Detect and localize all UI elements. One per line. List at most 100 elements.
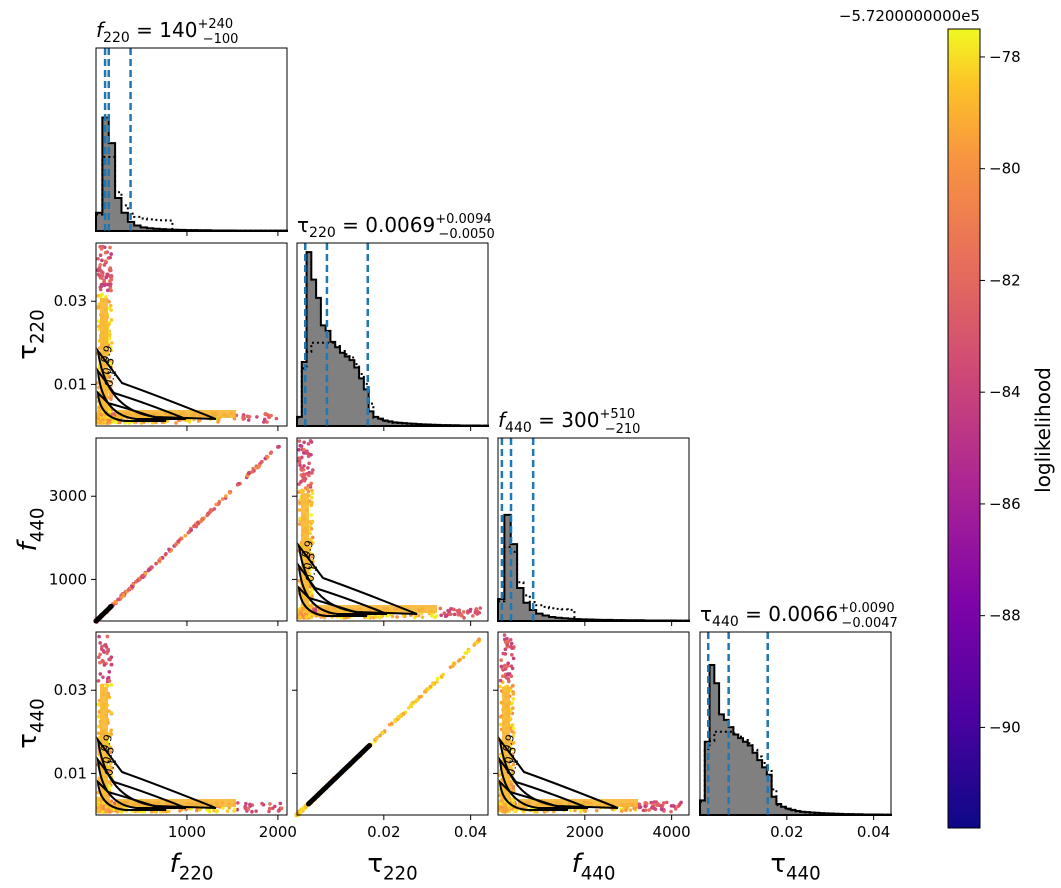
- scatter-point: [267, 809, 271, 814]
- scatter-point: [109, 361, 114, 365]
- scatter-point: [305, 449, 309, 454]
- contour-label: 0.5: [301, 551, 318, 571]
- scatter-point: [97, 724, 101, 729]
- scatter-point: [108, 391, 113, 396]
- scatter-point: [507, 679, 511, 684]
- scatter-point: [499, 664, 504, 669]
- scatter-point: [503, 652, 508, 656]
- contour-label: 0.9: [98, 733, 115, 753]
- scatter-point: [508, 637, 513, 642]
- scatter-point: [462, 616, 466, 620]
- scatter-point: [304, 615, 309, 619]
- scatter-point: [189, 528, 193, 532]
- scatter-point: [251, 466, 255, 471]
- scatter-panel-f220-vs-f440: [93, 444, 281, 624]
- contour-2: [297, 542, 418, 615]
- scatter-point: [438, 606, 443, 611]
- scatter-point: [236, 801, 240, 805]
- scatter-point: [669, 809, 673, 814]
- x-axis-label-tau220: τ220: [367, 849, 417, 884]
- scatter-point: [643, 801, 648, 805]
- scatter-point: [417, 695, 422, 699]
- panel-frame: [497, 437, 690, 622]
- scatter-point: [456, 610, 461, 614]
- scatter-point: [511, 762, 516, 767]
- scatter-point: [374, 737, 379, 741]
- scatter-point: [103, 250, 108, 255]
- scatter-point: [266, 413, 270, 417]
- scatter-point: [194, 808, 199, 813]
- scatter-point: [406, 706, 411, 710]
- scatter-point: [103, 643, 108, 647]
- scatter-point: [302, 440, 306, 445]
- scatter-point: [677, 803, 682, 807]
- scatter-point: [511, 801, 516, 805]
- panel-frame: [95, 242, 288, 427]
- scatter-point: [187, 420, 192, 424]
- scatter-point: [414, 614, 418, 618]
- scatter-point: [302, 464, 306, 468]
- scatter-point: [503, 640, 508, 644]
- scatter-point: [628, 808, 633, 812]
- panel-frame: [497, 631, 690, 816]
- title-tau220: τ220 = 0.0069+0.0094 −0.0050: [297, 212, 495, 242]
- scatter-point: [661, 801, 666, 805]
- contour-label: 0.1: [102, 757, 119, 777]
- scatter-point: [401, 712, 406, 716]
- scatter-point: [441, 672, 445, 677]
- scatter-point: [459, 613, 464, 618]
- scatter-point: [108, 255, 112, 260]
- scatter-point: [594, 808, 599, 813]
- scatter-point: [380, 730, 385, 735]
- panel-frame: [95, 631, 288, 816]
- scatter-point: [510, 653, 514, 657]
- scatter-point: [192, 523, 197, 528]
- histogram-tau220: [296, 251, 489, 427]
- x-tick-label: 0.04: [454, 823, 487, 841]
- histogram-f220: [95, 116, 288, 232]
- scatter-point: [456, 613, 461, 617]
- scatter-point: [511, 726, 516, 731]
- scatter-point: [502, 633, 507, 637]
- scatter-point: [478, 606, 483, 610]
- scatter-point: [214, 502, 218, 507]
- scatter-point: [164, 552, 168, 556]
- scatter-point: [430, 614, 434, 618]
- scatter-point: [166, 809, 171, 814]
- scatter-point: [439, 613, 443, 618]
- scatter-point: [99, 247, 104, 251]
- scatter-point: [503, 647, 508, 652]
- scatter-point: [244, 801, 248, 806]
- scatter-point: [498, 802, 503, 806]
- scatter-point: [102, 280, 106, 284]
- contour-label: 0.9: [98, 344, 115, 364]
- scatter-point: [477, 637, 481, 642]
- scatter-panel-tau220-vs-tau440: [294, 637, 482, 818]
- scatter-point: [96, 414, 101, 419]
- colorbar-tick-label: −84: [989, 383, 1021, 401]
- density-band: [301, 493, 309, 606]
- y-axis-label-tau220: τ220: [13, 309, 48, 359]
- scatter-point: [279, 806, 284, 811]
- scatter-point: [267, 806, 272, 811]
- scatter-point: [310, 500, 314, 505]
- scatter-point: [278, 801, 283, 806]
- scatter-point: [310, 488, 314, 493]
- scatter-panel-f220-vs-tau220: 0.90.50.1: [96, 244, 279, 425]
- scatter-point: [108, 245, 112, 250]
- scatter-point: [306, 466, 310, 470]
- scatter-point: [269, 451, 273, 455]
- scatter-point: [174, 542, 178, 547]
- scatter-point: [307, 461, 311, 466]
- scatter-point: [143, 571, 148, 576]
- scatter-point: [212, 507, 217, 511]
- scatter-point: [474, 607, 479, 611]
- scatter-point: [471, 614, 475, 618]
- scatter-point: [108, 657, 112, 662]
- scatter-point: [310, 468, 315, 472]
- scatter-point: [302, 451, 306, 455]
- scatter-point: [297, 460, 302, 465]
- scatter-point: [205, 808, 209, 812]
- scatter-point: [105, 651, 109, 656]
- x-tick-label: 4000: [653, 823, 691, 841]
